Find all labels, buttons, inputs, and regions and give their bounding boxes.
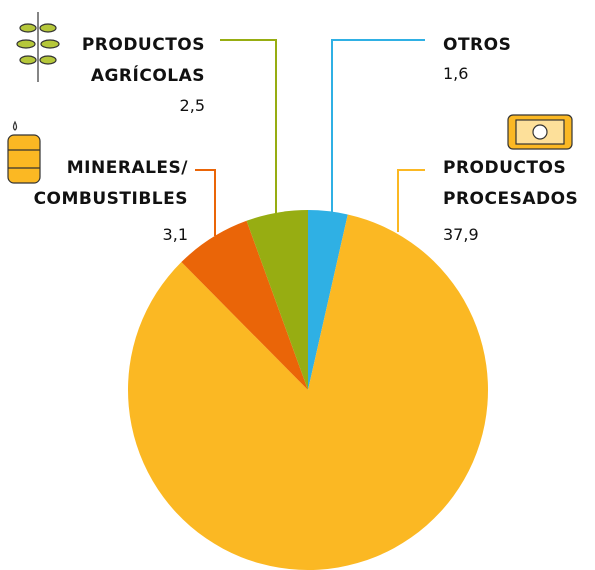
pie-slice xyxy=(181,220,308,390)
pie-slice xyxy=(246,210,308,390)
slice-label: PRODUCTOS AGRÍCOLAS xyxy=(81,35,205,86)
plant-icon xyxy=(16,12,60,82)
leader-line xyxy=(397,169,425,232)
value-label: 1,6 xyxy=(443,64,469,83)
leader-line xyxy=(195,169,216,236)
can-icon xyxy=(507,114,573,150)
leader-line xyxy=(331,39,425,212)
barrel-icon xyxy=(7,120,41,184)
value-label: 2,5 xyxy=(179,96,205,115)
pie-slice xyxy=(308,210,348,390)
pie-slice xyxy=(128,214,488,570)
slice-label: PRODUCTOS PROCESADOS xyxy=(443,158,579,209)
slice-label: OTROS xyxy=(443,35,512,55)
value-label: 37,9 xyxy=(443,225,479,244)
slice-label: MINERALES/ COMBUSTIBLES xyxy=(33,158,188,209)
leader-line xyxy=(220,39,277,214)
value-label: 3,1 xyxy=(162,225,188,244)
